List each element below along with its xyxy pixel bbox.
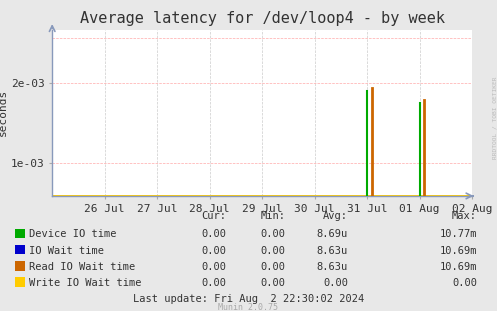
Y-axis label: seconds: seconds bbox=[0, 89, 8, 136]
Text: Munin 2.0.75: Munin 2.0.75 bbox=[219, 303, 278, 311]
Text: 0.00: 0.00 bbox=[261, 246, 286, 256]
Text: 0.00: 0.00 bbox=[452, 278, 477, 288]
Text: 0.00: 0.00 bbox=[323, 278, 348, 288]
Text: Read IO Wait time: Read IO Wait time bbox=[29, 262, 135, 272]
Text: 0.00: 0.00 bbox=[201, 262, 226, 272]
Text: Device IO time: Device IO time bbox=[29, 230, 116, 239]
Text: 0.00: 0.00 bbox=[261, 230, 286, 239]
Title: Average latency for /dev/loop4 - by week: Average latency for /dev/loop4 - by week bbox=[80, 11, 445, 26]
Text: 0.00: 0.00 bbox=[201, 230, 226, 239]
Text: Max:: Max: bbox=[452, 211, 477, 221]
Text: RRDTOOL / TOBI OETIKER: RRDTOOL / TOBI OETIKER bbox=[492, 77, 497, 160]
Text: Avg:: Avg: bbox=[323, 211, 348, 221]
Text: Cur:: Cur: bbox=[201, 211, 226, 221]
Text: 10.69m: 10.69m bbox=[440, 246, 477, 256]
Text: 8.63u: 8.63u bbox=[317, 262, 348, 272]
Text: 0.00: 0.00 bbox=[201, 246, 226, 256]
Text: IO Wait time: IO Wait time bbox=[29, 246, 104, 256]
Text: 10.77m: 10.77m bbox=[440, 230, 477, 239]
Text: 10.69m: 10.69m bbox=[440, 262, 477, 272]
Text: 8.63u: 8.63u bbox=[317, 246, 348, 256]
Text: Min:: Min: bbox=[261, 211, 286, 221]
Text: Write IO Wait time: Write IO Wait time bbox=[29, 278, 141, 288]
Text: 0.00: 0.00 bbox=[261, 262, 286, 272]
Text: 0.00: 0.00 bbox=[201, 278, 226, 288]
Text: 8.69u: 8.69u bbox=[317, 230, 348, 239]
Text: Last update: Fri Aug  2 22:30:02 2024: Last update: Fri Aug 2 22:30:02 2024 bbox=[133, 294, 364, 304]
Text: 0.00: 0.00 bbox=[261, 278, 286, 288]
